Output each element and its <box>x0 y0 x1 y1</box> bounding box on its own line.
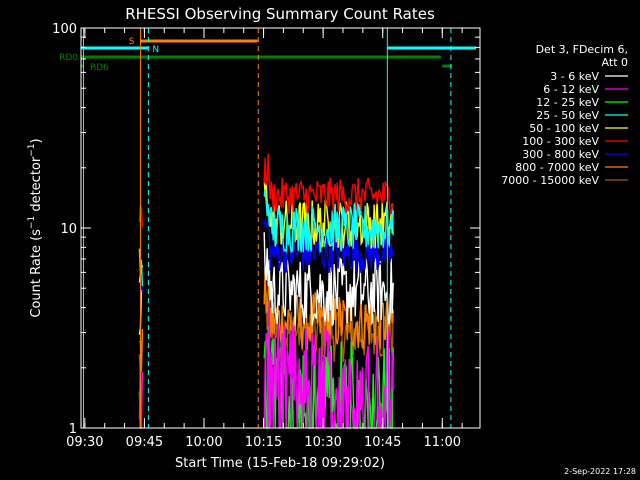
x-tick-label: 09:30 <box>66 435 103 450</box>
x-axis-label: Start Time (15-Feb-18 09:29:02) <box>175 456 385 471</box>
y-axis-label: Count Rate (s−1 detector−1) <box>27 138 44 317</box>
x-tick-label: 11:00 <box>424 435 461 450</box>
footer-date: 2-Sep-2022 17:28 <box>564 467 636 476</box>
series-line-100-300 <box>263 153 394 215</box>
series-line-3-6 <box>263 232 394 327</box>
series-line-25-50 <box>263 189 394 253</box>
x-tick-label: 10:15 <box>245 435 282 450</box>
x-tick-label: 10:45 <box>364 435 401 450</box>
y-tick-label: 1 <box>69 422 77 437</box>
legend-title-line-2: Att 0 <box>602 56 628 69</box>
legend-label: 12 - 25 keV <box>536 96 599 109</box>
legend-label: 800 - 7000 keV <box>515 161 599 174</box>
y-tick-label: 100 <box>52 22 77 37</box>
flag-label-rd6: RD6 <box>90 63 109 73</box>
x-tick-label: 10:30 <box>304 435 341 450</box>
series-line-300-800 <box>263 217 394 273</box>
flag-label-s: S <box>129 37 135 47</box>
x-tick-label: 10:00 <box>185 435 222 450</box>
y-tick-label: 10 <box>60 222 77 237</box>
flag-label-n: N <box>152 45 159 55</box>
legend-label: 25 - 50 keV <box>536 109 599 122</box>
chart-title: RHESSI Observing Summary Count Rates <box>125 5 435 23</box>
x-tick-label: 09:45 <box>126 435 163 450</box>
flag-label-rd0: RD0 <box>59 53 78 63</box>
legend-label: 3 - 6 keV <box>550 70 599 83</box>
legend-label: 7000 - 15000 keV <box>501 174 599 187</box>
legend-label: 6 - 12 keV <box>543 83 599 96</box>
legend-label: 300 - 800 keV <box>522 148 599 161</box>
legend-label: 100 - 300 keV <box>522 135 599 148</box>
legend-title-line-1: Det 3, FDecim 6, <box>536 43 628 56</box>
legend-label: 50 - 100 keV <box>529 122 599 135</box>
